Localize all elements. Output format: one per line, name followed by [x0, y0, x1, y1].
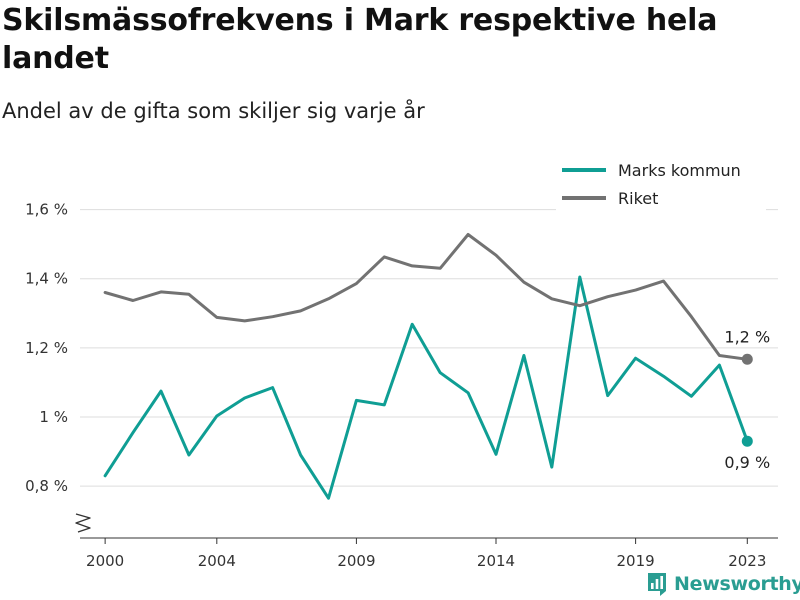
x-tick-label: 2009 [337, 552, 375, 570]
x-tick-label: 2019 [617, 552, 655, 570]
y-tick-label: 1,2 % [25, 339, 68, 357]
chart-title: Skilsmässofrekvens i Mark respektive hel… [2, 3, 718, 76]
series-end-label: 1,2 % [724, 327, 770, 346]
legend-entry: Riket [618, 189, 658, 208]
x-tick-label: 2000 [86, 552, 124, 570]
y-tick-label: 1,6 % [25, 201, 68, 219]
y-tick-label: 1,4 % [25, 270, 68, 288]
brand-logo: Newsworthy [646, 569, 800, 599]
bar-chart-icon [648, 573, 666, 596]
legend-background [556, 156, 766, 212]
series-line-riket [103, 233, 749, 361]
series-end-marker [741, 435, 753, 447]
series-end-label: 0,9 % [724, 453, 770, 472]
x-tick-label: 2023 [728, 552, 766, 570]
x-tick-label: 2014 [477, 552, 515, 570]
series-lines: 0,9 % 1,2 % [103, 233, 770, 500]
series-line-marks-kommun [103, 275, 749, 500]
y-tick-label: 0,8 % [25, 477, 68, 495]
x-tick-label: 2004 [198, 552, 236, 570]
chart-subtitle: Andel av de gifta som skiljer sig varje … [2, 99, 425, 123]
brand-name: Newsworthy [674, 573, 800, 595]
axes: 0,8 % 1 % 1,2 % 1,4 % 1,6 % 2000 2004 2009 2014 2… [25, 201, 778, 570]
legend-entry: Marks kommun [618, 161, 741, 180]
series-end-marker [741, 353, 753, 365]
axis-break-icon [75, 513, 91, 533]
y-tick-label: 1 % [39, 408, 68, 426]
legend: Marks kommun Riket [556, 156, 766, 212]
